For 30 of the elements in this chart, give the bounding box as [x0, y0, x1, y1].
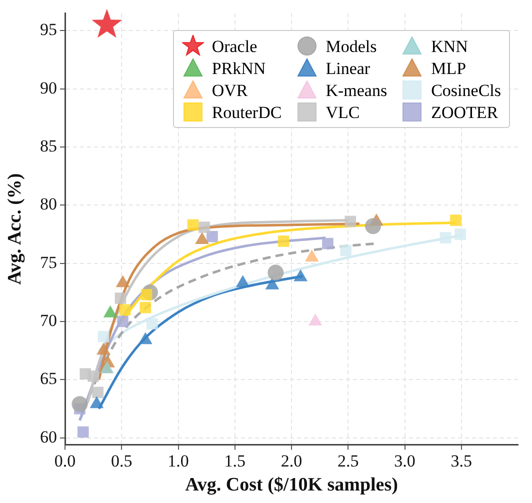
legend-label: Models — [326, 36, 377, 56]
y-tick-label: 75 — [40, 252, 57, 272]
legend-label: KNN — [431, 36, 468, 56]
x-tick-label: 1.0 — [168, 451, 189, 470]
legend-label: Linear — [326, 58, 370, 78]
legend-label: OVR — [212, 80, 248, 100]
legend-label: RouterDC — [212, 102, 282, 122]
legend-label: CosineCls — [431, 80, 501, 100]
x-tick-label: 2.5 — [338, 451, 359, 470]
legend-label: Oracle — [212, 36, 258, 56]
y-tick-label: 90 — [40, 78, 57, 98]
legend-label: VLC — [326, 102, 360, 122]
x-tick-label: 3.5 — [450, 451, 472, 470]
legend-label: MLP — [431, 58, 466, 78]
x-tick-label: 0.5 — [111, 451, 132, 470]
y-tick-label: 70 — [40, 310, 57, 330]
legend-label: ZOOTER — [431, 102, 498, 122]
y-tick-label: 65 — [40, 369, 57, 388]
x-tick-label: 3.0 — [394, 451, 416, 470]
y-axis-title: Avg. Acc. (%) — [4, 173, 26, 285]
x-tick-label: 2.0 — [280, 451, 302, 470]
x-tick-label: 1.5 — [224, 451, 246, 470]
y-tick-label: 60 — [40, 427, 57, 446]
y-tick-label: 80 — [40, 194, 57, 214]
legend-label: PRkNN — [212, 58, 266, 78]
y-tick-label: 95 — [40, 20, 57, 40]
y-tick-label: 85 — [40, 136, 57, 156]
x-axis-title: Avg. Cost ($/10K samples) — [185, 474, 398, 496]
x-tick-label: 0.0 — [54, 451, 76, 470]
legend-label: K-means — [326, 80, 388, 100]
